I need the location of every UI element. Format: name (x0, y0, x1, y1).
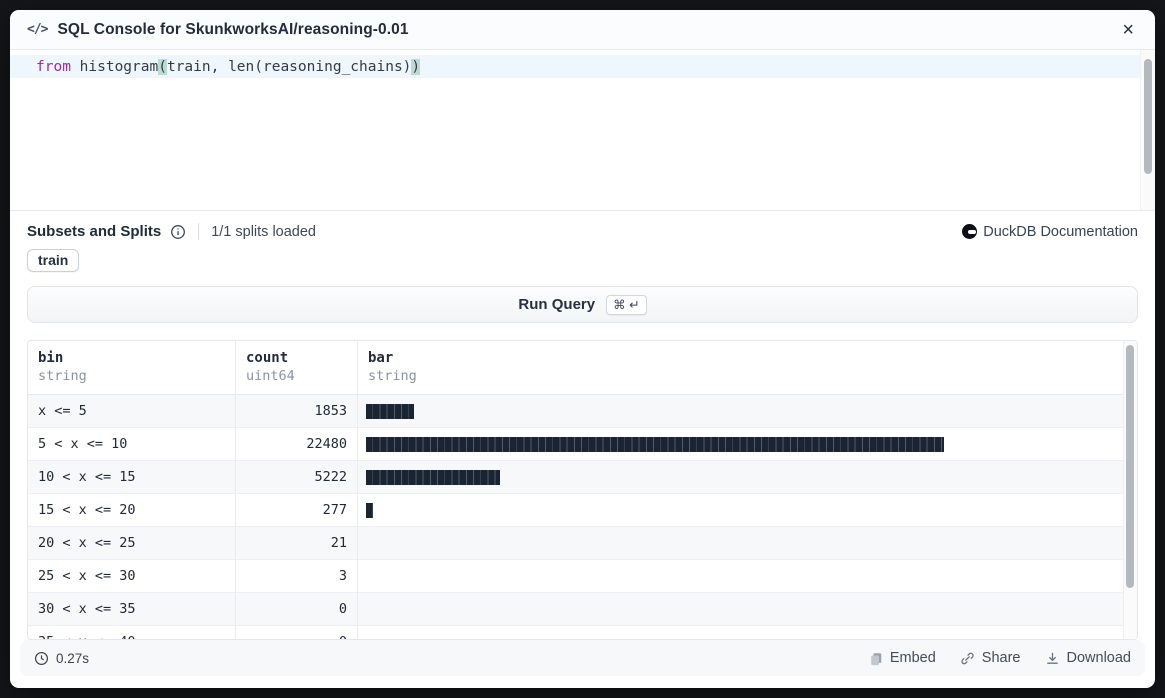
bin-cell: 35 < x <= 40 (28, 626, 236, 639)
run-query-label: Run Query (518, 296, 596, 313)
histogram-bar (366, 436, 944, 452)
table-scrollbar-thumb[interactable] (1126, 345, 1134, 588)
bar-cell (358, 494, 1137, 526)
results-table: bin string count uint64 bar string x <= … (27, 340, 1138, 640)
table-row[interactable]: 5 < x <= 10 22480 (28, 428, 1137, 461)
modal-title: SQL Console for SkunkworksAI/reasoning-0… (57, 20, 409, 38)
column-name: count (246, 350, 289, 366)
sql-token: from (36, 58, 71, 75)
run-query-button[interactable]: Run Query ⌘ ↵ (27, 286, 1138, 323)
duckdb-icon (962, 224, 978, 239)
column-type: string (368, 367, 417, 384)
column-type: uint64 (246, 367, 295, 384)
editor-scrollbar-thumb[interactable] (1143, 59, 1152, 174)
column-type: string (38, 367, 87, 384)
table-header-row: bin string count uint64 bar string (28, 341, 1137, 395)
count-cell: 1853 (236, 395, 358, 427)
table-row[interactable]: 20 < x <= 25 21 (28, 527, 1137, 560)
bin-cell: 20 < x <= 25 (28, 527, 236, 559)
count-cell: 0 (236, 593, 358, 625)
splits-heading: Subsets and Splits (27, 223, 162, 240)
bin-cell: x <= 5 (28, 395, 236, 427)
sql-token: histogram (70, 58, 159, 75)
footer-actions: Embed Share Download (869, 650, 1131, 666)
column-header-count[interactable]: count uint64 (236, 341, 358, 394)
count-cell: 21 (236, 527, 358, 559)
modal-header: </> SQL Console for SkunkworksAI/reasoni… (10, 10, 1155, 50)
duckdb-documentation-link[interactable]: DuckDB Documentation (962, 224, 1138, 240)
embed-button[interactable]: Embed (869, 650, 936, 666)
sql-token: train, len(reasoning_chains) (166, 58, 412, 75)
count-cell: 0 (236, 626, 358, 639)
column-header-bin[interactable]: bin string (28, 341, 236, 394)
table-row[interactable]: 15 < x <= 20 277 (28, 494, 1137, 527)
bar-cell (358, 395, 1137, 427)
bar-cell (358, 461, 1137, 493)
bin-cell: 30 < x <= 35 (28, 593, 236, 625)
table-row[interactable]: 10 < x <= 15 5222 (28, 461, 1137, 494)
sql-editor[interactable]: from histogram(train, len(reasoning_chai… (10, 50, 1155, 211)
info-icon[interactable] (170, 224, 186, 240)
split-badge-train[interactable]: train (27, 249, 80, 272)
table-row[interactable]: 30 < x <= 35 0 (28, 593, 1137, 626)
count-cell: 277 (236, 494, 358, 526)
table-body: x <= 5 1853 5 < x <= 10 22480 10 < x <= 15 52… (28, 395, 1137, 639)
sql-query-line[interactable]: from histogram(train, len(reasoning_chai… (10, 55, 1140, 78)
count-cell: 5222 (236, 461, 358, 493)
histogram-bar (366, 403, 414, 419)
action-label: Share (981, 650, 1021, 666)
sql-token: ( (158, 58, 167, 75)
download-icon (1045, 651, 1060, 666)
sql-token: ) (411, 58, 421, 75)
link-icon (960, 651, 975, 666)
bar-cell (358, 593, 1137, 625)
splits-loaded-text: 1/1 splits loaded (211, 223, 316, 240)
code-icon: </> (27, 22, 49, 37)
download-button[interactable]: Download (1045, 650, 1132, 666)
count-cell: 22480 (236, 428, 358, 460)
bin-cell: 5 < x <= 10 (28, 428, 236, 460)
bar-cell (358, 626, 1137, 639)
separator (198, 223, 200, 240)
count-cell: 3 (236, 560, 358, 592)
query-elapsed-time: 0.27s (34, 651, 89, 666)
sql-console-modal: </> SQL Console for SkunkworksAI/reasoni… (10, 10, 1155, 688)
action-label: Download (1066, 650, 1132, 666)
bar-cell (358, 527, 1137, 559)
histogram-bar (366, 502, 373, 518)
keyboard-shortcut-badge: ⌘ ↵ (606, 294, 647, 315)
bin-cell: 25 < x <= 30 (28, 560, 236, 592)
bar-cell (358, 428, 1137, 460)
histogram-bar (366, 469, 500, 485)
table-row[interactable]: 25 < x <= 30 3 (28, 560, 1137, 593)
column-name: bar (368, 350, 394, 366)
column-name: bin (38, 350, 64, 366)
bin-cell: 15 < x <= 20 (28, 494, 236, 526)
close-icon[interactable]: × (1118, 18, 1138, 42)
action-label: Embed (889, 650, 936, 666)
splits-row: Subsets and Splits 1/1 splits loaded Duc… (27, 223, 1138, 240)
modal-footer: 0.27s Embed (20, 640, 1145, 676)
doc-link-label: DuckDB Documentation (983, 223, 1138, 240)
share-button[interactable]: Share (960, 650, 1021, 666)
clock-icon (34, 651, 49, 666)
embed-icon (869, 651, 883, 666)
bar-cell (358, 560, 1137, 592)
table-scrollbar-track[interactable] (1123, 341, 1137, 639)
editor-scrollbar-track[interactable] (1140, 50, 1155, 210)
split-badges: train (27, 249, 1138, 272)
bin-cell: 10 < x <= 15 (28, 461, 236, 493)
elapsed-value: 0.27s (56, 650, 90, 666)
table-row[interactable]: 35 < x <= 400 (28, 626, 1137, 639)
table-row[interactable]: x <= 5 1853 (28, 395, 1137, 428)
column-header-bar[interactable]: bar string (358, 341, 1137, 394)
